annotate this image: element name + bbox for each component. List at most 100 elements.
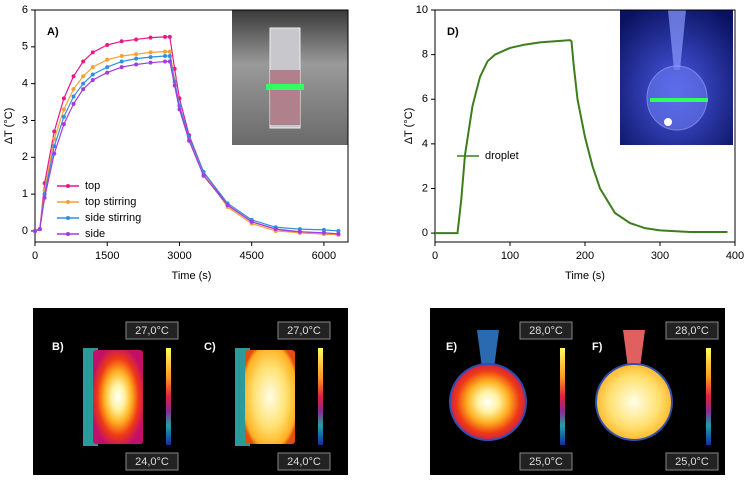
label-box: [519, 452, 573, 471]
legend-label: top stirring: [85, 196, 136, 208]
x-tick-label: 1500: [95, 250, 119, 262]
data-point: [249, 219, 254, 224]
color-bar: [706, 348, 711, 445]
plot-frame: [434, 9, 736, 243]
thermal-object: [595, 363, 673, 441]
legend-marker: [66, 200, 70, 204]
y-tick-label: 2: [422, 182, 428, 194]
y-tick-label: 2: [22, 151, 28, 163]
data-point: [201, 173, 206, 178]
data-point: [105, 57, 110, 62]
data-point: [119, 54, 124, 59]
data-point: [81, 59, 86, 64]
label-box: [665, 321, 719, 340]
panel-label: D): [447, 26, 459, 38]
panel-label: F): [592, 341, 603, 353]
legend-marker: [66, 216, 70, 220]
data-line: [435, 39, 728, 235]
legend-marker: [66, 232, 70, 236]
data-point: [177, 107, 182, 112]
data-point: [71, 74, 76, 79]
data-point: [167, 34, 172, 39]
data-point: [172, 66, 177, 71]
panel-label: A): [47, 26, 59, 38]
y-tick-label: 3: [22, 114, 28, 126]
data-point: [61, 114, 66, 119]
data-point: [163, 34, 168, 39]
thermal-object: [93, 350, 143, 444]
x-tick-label: 4500: [239, 250, 263, 262]
data-point: [90, 77, 95, 82]
data-point: [61, 122, 66, 127]
data-point: [81, 87, 86, 92]
x-tick-label: 3000: [167, 250, 191, 262]
data-point: [148, 50, 153, 55]
data-point: [81, 81, 86, 86]
y-tick-label: 0: [22, 225, 28, 237]
inset-photo: [232, 10, 348, 145]
label-box: [519, 321, 573, 340]
panel-label: B): [52, 341, 64, 353]
y-axis-label: ΔT (°C): [403, 108, 415, 145]
data-point: [172, 83, 177, 88]
data-point: [52, 151, 57, 156]
panel-label: E): [446, 341, 457, 353]
data-point: [148, 55, 153, 60]
data-point: [163, 49, 168, 54]
data-point: [42, 195, 47, 200]
data-point: [105, 70, 110, 75]
data-point: [119, 59, 124, 64]
max-temp: 28,0°C: [675, 325, 709, 337]
thermal-object: [245, 350, 295, 444]
x-tick-label: 300: [651, 250, 669, 262]
data-point: [163, 54, 168, 59]
data-point: [33, 228, 37, 233]
y-axis-label: ΔT (°C): [3, 108, 15, 145]
data-point: [52, 129, 57, 134]
data-point: [90, 72, 95, 77]
data-point: [336, 228, 341, 233]
y-tick-label: 6: [422, 93, 428, 105]
thermal-object: [477, 330, 499, 368]
y-tick-label: 6: [22, 4, 28, 16]
y-tick-label: 10: [416, 4, 428, 16]
max-temp: 27,0°C: [135, 325, 169, 337]
color-bar: [560, 348, 565, 445]
y-tick-label: 5: [22, 41, 28, 53]
data-point: [119, 39, 124, 44]
data-point: [81, 74, 86, 79]
min-temp: 24,0°C: [135, 456, 169, 468]
data-point: [90, 65, 95, 70]
y-tick-label: 1: [22, 188, 28, 200]
data-point: [71, 87, 76, 92]
y-tick-label: 8: [422, 49, 428, 61]
data-point: [134, 37, 139, 42]
x-axis-label: Time (s): [565, 270, 605, 282]
plot-frame: [34, 9, 349, 243]
data-point: [37, 227, 42, 232]
label-box: [277, 452, 331, 471]
legend-label: top: [85, 180, 100, 192]
data-point: [148, 60, 153, 65]
max-temp: 28,0°C: [529, 325, 563, 337]
color-bar: [166, 348, 171, 445]
min-temp: 25,0°C: [675, 456, 709, 468]
x-axis-label: Time (s): [172, 270, 212, 282]
data-line: [34, 51, 339, 236]
data-point: [225, 203, 230, 208]
data-point: [61, 96, 66, 101]
y-tick-label: 4: [422, 138, 428, 150]
data-point: [71, 94, 76, 99]
y-tick-label: 0: [422, 227, 428, 239]
data-point: [71, 101, 76, 106]
data-point: [134, 62, 139, 67]
data-point: [119, 65, 124, 70]
data-point: [167, 54, 172, 59]
max-temp: 27,0°C: [287, 325, 321, 337]
inset-photo: [620, 10, 733, 145]
thermal-object: [449, 363, 527, 441]
x-tick-label: 0: [32, 250, 38, 262]
legend-label: droplet: [485, 150, 519, 162]
label-box: [277, 321, 331, 340]
